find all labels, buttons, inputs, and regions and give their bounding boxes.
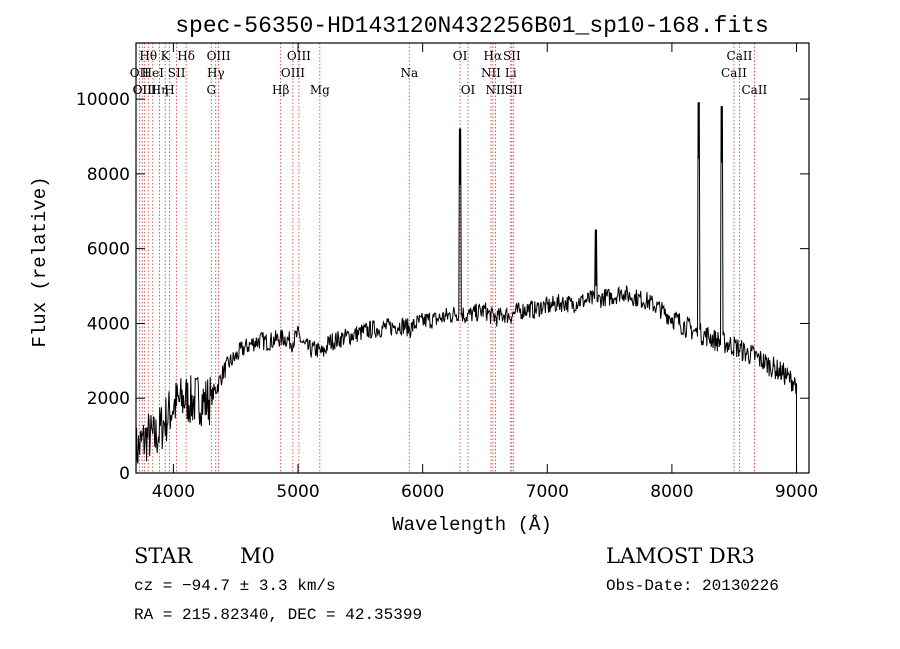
- y-tick-label: 2000: [87, 389, 130, 409]
- line-marker-label: Hθ: [139, 49, 157, 63]
- line-marker-label: SII: [503, 49, 521, 63]
- line-marker-label: Li: [505, 66, 517, 80]
- axis-ticks: 4000 5000 6000 7000 8000 9000 0 2000 4000 6000 800…: [76, 43, 818, 502]
- x-tick-label: 6000: [401, 482, 444, 502]
- line-marker-label: NII: [485, 83, 505, 97]
- line-marker-label: OI: [453, 49, 468, 63]
- y-tick-label: 0: [119, 464, 130, 484]
- y-tick-label: 10000: [76, 90, 130, 110]
- line-marker-label: OIII: [281, 66, 305, 80]
- line-marker-label: NII: [481, 66, 501, 80]
- line-marker-label: OII: [130, 66, 150, 80]
- x-tick-label: 4000: [152, 482, 195, 502]
- line-marker-label: Hη: [151, 83, 169, 97]
- line-marker-label: CaII: [741, 83, 767, 97]
- x-axis-label: Wavelength (Å): [392, 514, 552, 536]
- line-marker-label: Hγ: [207, 66, 225, 80]
- y-tick-label: 4000: [87, 314, 130, 334]
- line-marker-label: SII: [505, 83, 523, 97]
- x-tick-label: 8000: [650, 482, 693, 502]
- obs-date: Obs-Date: 20130226: [606, 577, 779, 595]
- line-marker-label: Hβ: [272, 83, 289, 97]
- y-axis-label: Flux (relative): [29, 176, 51, 347]
- coordinates: RA = 215.82340, DEC = 42.35399: [134, 606, 422, 624]
- line-marker-label: SII: [168, 66, 186, 80]
- object-class: STAR: [134, 544, 193, 568]
- line-marker-label: Mg: [310, 83, 330, 97]
- line-marker-label: Hα: [484, 49, 503, 63]
- line-marker-label: OIII: [207, 49, 231, 63]
- y-tick-label: 8000: [87, 165, 130, 185]
- line-marker-label: OII: [133, 83, 153, 97]
- plot-frame: [135, 42, 810, 474]
- line-marker-label: CaII: [727, 49, 753, 63]
- x-tick-label: 5000: [276, 482, 319, 502]
- line-marker-label: OIII: [133, 83, 157, 97]
- spectrum-line: [135, 102, 797, 474]
- line-marker-label: HeI: [142, 66, 165, 80]
- survey-name: LAMOST DR3: [606, 544, 755, 568]
- chart-title: spec-56350-HD143120N432256B01_sp10-168.f…: [175, 13, 769, 39]
- spectrum-series: [135, 102, 797, 474]
- object-subclass: M0: [240, 544, 275, 568]
- line-marker-label: OIII: [287, 49, 311, 63]
- line-marker-label: K: [161, 49, 171, 63]
- x-tick-label: 7000: [526, 482, 569, 502]
- line-marker-label: CaII: [721, 66, 747, 80]
- line-marker-label: G: [206, 83, 216, 97]
- x-tick-label: 9000: [775, 482, 818, 502]
- line-marker-label: H: [164, 83, 174, 97]
- line-marker-label: OI: [461, 83, 476, 97]
- line-marker-label: Hδ: [177, 49, 195, 63]
- y-tick-label: 6000: [87, 240, 130, 260]
- emission-line-markers: OIIOIIOIIIHθHeIHηKHSIIHδGHγOIIIHβOIIIOII…: [130, 43, 768, 473]
- line-marker-label: Na: [400, 66, 418, 80]
- redshift-text: cz = −94.7 ± 3.3 km/s: [134, 577, 336, 595]
